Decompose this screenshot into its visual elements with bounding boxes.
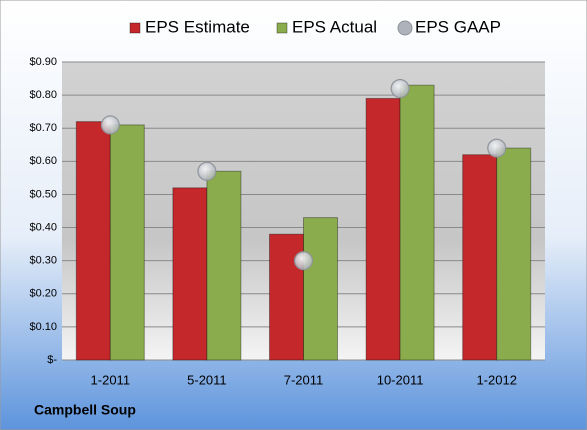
bar <box>109 124 145 361</box>
marker-highlight <box>392 80 409 97</box>
y-tick-label: $0.30 <box>29 255 57 267</box>
y-tick-label: $0.50 <box>29 188 57 200</box>
legend-label: EPS GAAP <box>415 17 501 36</box>
legend-swatch <box>129 22 141 34</box>
y-tick-label: $0.60 <box>29 155 57 167</box>
y-tick-label: $0.20 <box>29 288 57 300</box>
bar <box>365 97 401 361</box>
y-tick-label: $0.80 <box>29 89 57 101</box>
marker-highlight <box>102 116 119 133</box>
y-tick-label: $0.90 <box>29 56 57 68</box>
x-tick-label: 7-2011 <box>284 372 324 387</box>
marker-highlight <box>295 252 312 269</box>
bar <box>75 121 111 361</box>
y-tick-label: $0.70 <box>29 122 57 134</box>
bar <box>206 170 242 361</box>
bar <box>303 217 338 361</box>
x-tick-label: 10-2011 <box>377 372 424 387</box>
y-tick-label: $0.40 <box>29 221 57 233</box>
legend-swatch <box>397 20 413 36</box>
legend-swatch <box>276 22 288 34</box>
bar <box>496 147 532 361</box>
y-tick-label: $0.10 <box>29 321 57 333</box>
legend-label: EPS Actual <box>292 17 377 36</box>
x-tick-label: 5-2011 <box>187 372 227 387</box>
caption: Campbell Soup <box>34 402 136 418</box>
bar <box>399 84 435 361</box>
marker-highlight <box>198 163 215 180</box>
bar <box>462 154 498 361</box>
y-tick-label: $- <box>47 354 57 366</box>
x-tick-label: 1-2011 <box>91 372 131 387</box>
marker-highlight <box>488 140 505 157</box>
bar <box>172 187 208 361</box>
x-tick-label: 1-2012 <box>476 372 516 387</box>
legend-label: EPS Estimate <box>145 17 250 36</box>
